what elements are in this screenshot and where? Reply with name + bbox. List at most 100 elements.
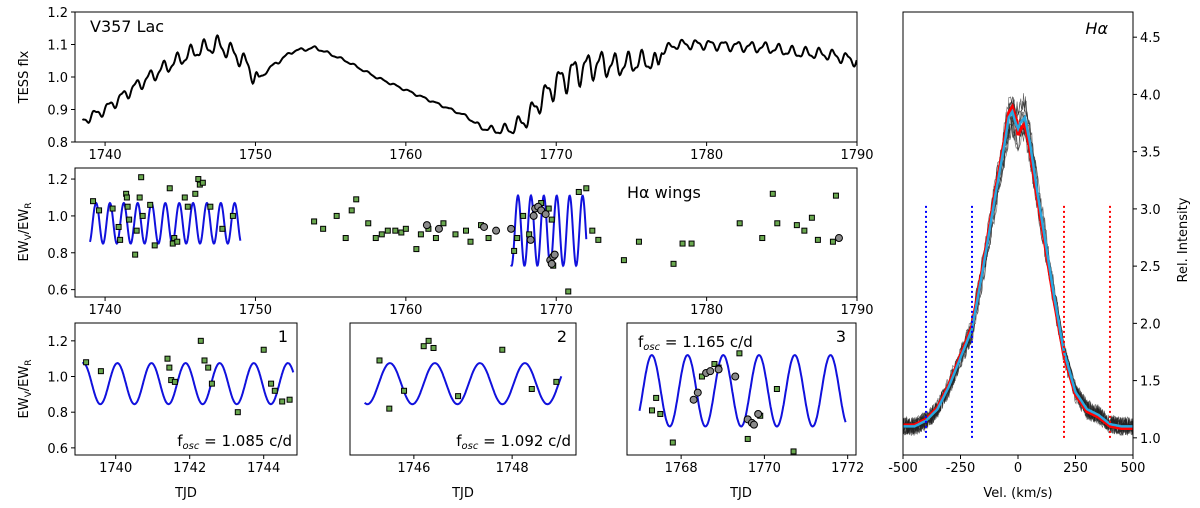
individual-profile-line — [903, 105, 1133, 436]
data-point-circle — [693, 388, 702, 397]
data-point-square — [372, 235, 379, 242]
x-tick-label: 1760 — [389, 148, 422, 163]
x-tick-label: 1760 — [389, 303, 422, 318]
data-point-square — [736, 350, 743, 357]
data-point-square — [545, 205, 552, 212]
sine-fit-line — [89, 201, 242, 245]
data-point-square — [348, 207, 355, 214]
data-point-square — [511, 247, 518, 254]
panel-subset-3: 1768 1770 1772 3 fosc = 1.165 c/d TJD — [626, 322, 864, 501]
data-point-square — [635, 238, 642, 245]
data-point-circle — [480, 222, 489, 231]
data-point-square — [398, 229, 405, 236]
subset-3-plot-area — [638, 350, 847, 455]
panel-subset-1: 1740 1742 1744 0.6 0.8 1.0 1.2 1 fosc = 1.085 … — [17, 322, 298, 501]
data-point-square — [205, 364, 212, 371]
tess-flux-ylabel: TESS flx — [17, 50, 32, 104]
data-point-circle — [422, 221, 431, 230]
data-point-circle — [507, 224, 516, 233]
data-point-square — [485, 235, 492, 242]
data-point-square — [548, 216, 555, 223]
subset-3-xlabel: TJD — [729, 486, 752, 501]
data-point-square — [455, 393, 462, 400]
x-tick-label: -500 — [888, 461, 918, 476]
data-point-square — [117, 236, 124, 243]
x-tick-label: 1750 — [239, 148, 272, 163]
subset-2-frame — [349, 322, 577, 456]
data-point-square — [669, 439, 676, 446]
sine-fit-line — [81, 362, 295, 406]
subset-2-xlabel: TJD — [451, 486, 474, 501]
subset-1-number: 1 — [278, 327, 288, 346]
y-tick-label: 3.5 — [1140, 146, 1161, 161]
data-point-square — [378, 231, 385, 238]
x-tick-label: 1740 — [89, 303, 122, 318]
data-point-square — [97, 368, 104, 375]
data-point-square — [774, 220, 781, 227]
data-point-square — [376, 357, 383, 364]
data-point-circle — [754, 409, 763, 418]
data-point-square — [333, 212, 340, 219]
subset-1-xlabel: TJD — [174, 486, 197, 501]
subset-3-frequency: fosc = 1.165 c/d — [638, 333, 753, 353]
data-point-square — [583, 185, 590, 192]
y-tick-label: 0.9 — [47, 104, 68, 119]
individual-profile-line — [903, 114, 1133, 435]
x-tick-label: 1770 — [540, 303, 573, 318]
data-point-square — [151, 242, 158, 249]
x-tick-label: 1780 — [690, 148, 723, 163]
data-point-square — [670, 260, 677, 267]
data-point-circle — [834, 234, 843, 243]
data-point-circle — [492, 226, 501, 235]
individual-profile-line — [903, 103, 1133, 436]
subset-3-frame — [626, 322, 857, 456]
data-point-square — [83, 359, 90, 366]
y-tick-label: 1.2 — [47, 335, 68, 350]
x-tick-label: 0 — [1014, 461, 1022, 476]
y-tick-label: 1.0 — [47, 210, 68, 225]
y-tick-label: 2.0 — [1140, 317, 1161, 332]
y-tick-label: 4.0 — [1140, 88, 1161, 103]
subset-3-number: 3 — [836, 327, 846, 346]
y-tick-label: 1.0 — [1140, 432, 1161, 447]
subset-1-plot-area — [81, 337, 295, 416]
data-point-circle — [689, 395, 698, 404]
ew-ratio-ylabel: EWV/EWR — [17, 203, 34, 262]
data-point-square — [790, 448, 797, 455]
data-point-square — [279, 398, 286, 405]
data-point-square — [166, 364, 173, 371]
data-point-square — [138, 174, 145, 181]
data-point-square — [520, 212, 527, 219]
individual-profile-line — [903, 107, 1133, 436]
data-point-square — [133, 227, 140, 234]
y-tick-label: 4.5 — [1140, 31, 1161, 46]
x-tick-label: 500 — [1121, 461, 1146, 476]
x-tick-label: -250 — [946, 461, 976, 476]
data-point-square — [432, 235, 439, 242]
data-point-square — [365, 220, 372, 227]
data-point-square — [467, 238, 474, 245]
halpha-frame — [902, 11, 1134, 456]
subset-3-axes: 1768 1770 1772 — [665, 455, 864, 476]
panel-subset-2: 1746 1748 2 fosc = 1.092 c/d TJD — [349, 322, 577, 501]
data-point-square — [413, 246, 420, 253]
halpha-axes: -500 -250 0 250 500 1.0 1.5 2.0 2.5 3.0 3.5 4.0 4.5 — [888, 31, 1160, 476]
data-point-circle — [706, 367, 715, 376]
data-point-square — [595, 236, 602, 243]
data-point-square — [184, 203, 191, 210]
data-point-square — [384, 227, 391, 234]
x-tick-label: 1748 — [496, 461, 529, 476]
data-point-square — [126, 216, 133, 223]
tess-flux-annotation: V357 Lac — [90, 17, 164, 36]
data-point-square — [575, 188, 582, 195]
tess-flux-plot-area — [81, 34, 857, 135]
data-point-square — [430, 344, 437, 351]
data-point-square — [207, 203, 214, 210]
data-point-square — [353, 196, 360, 203]
data-point-circle — [526, 235, 535, 244]
x-tick-label: 1742 — [173, 461, 206, 476]
data-point-square — [342, 235, 349, 242]
data-point-circle — [541, 210, 550, 219]
data-point-square — [311, 218, 318, 225]
